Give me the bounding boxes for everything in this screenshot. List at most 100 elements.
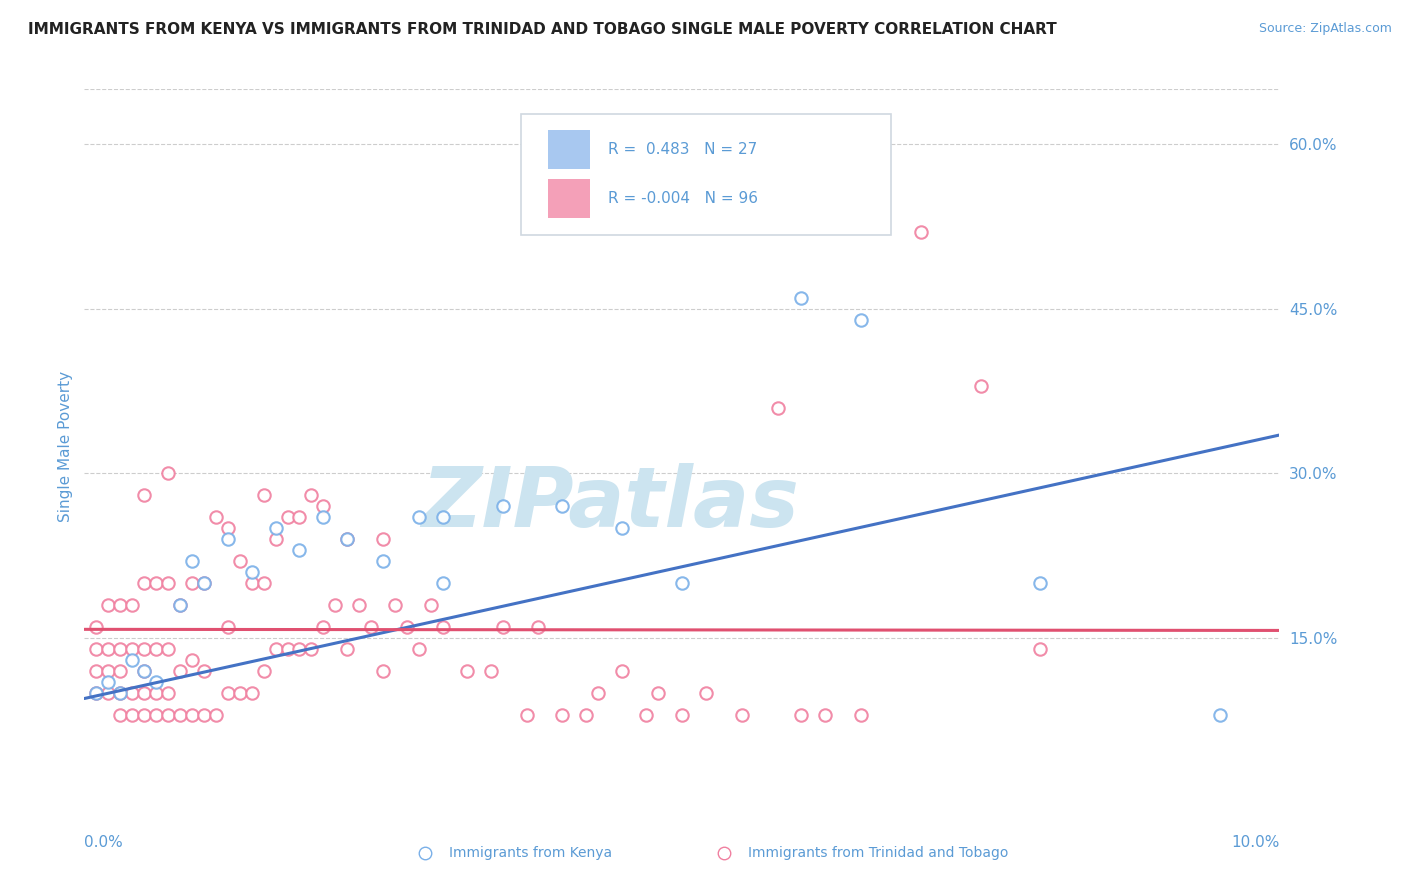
Point <box>312 500 335 514</box>
Point <box>408 642 430 657</box>
Text: IMMIGRANTS FROM KENYA VS IMMIGRANTS FROM TRINIDAD AND TOBAGO SINGLE MALE POVERTY: IMMIGRANTS FROM KENYA VS IMMIGRANTS FROM… <box>28 22 1057 37</box>
Point <box>86 664 108 678</box>
Point <box>551 500 574 514</box>
Point <box>132 488 156 502</box>
Point <box>636 708 658 723</box>
Point <box>110 686 132 700</box>
FancyBboxPatch shape <box>520 114 891 235</box>
Text: Immigrants from Trinidad and Tobago: Immigrants from Trinidad and Tobago <box>748 846 1008 860</box>
Point <box>420 598 443 612</box>
Point <box>910 225 932 239</box>
Point <box>253 488 276 502</box>
Point <box>264 521 287 535</box>
Point <box>371 664 394 678</box>
Point <box>145 576 167 591</box>
Point <box>301 488 323 502</box>
Point <box>240 686 263 700</box>
Point <box>588 686 610 700</box>
Point <box>432 620 454 634</box>
Point <box>647 686 669 700</box>
Point <box>86 686 108 700</box>
Point <box>432 576 454 591</box>
Point <box>145 686 167 700</box>
Point <box>849 312 872 326</box>
Point <box>86 642 108 657</box>
Point <box>132 686 156 700</box>
Point <box>276 510 298 524</box>
Point <box>169 708 191 723</box>
Point <box>121 642 143 657</box>
Point <box>228 554 252 568</box>
Point <box>301 642 323 657</box>
Point <box>145 675 167 690</box>
Point <box>110 686 132 700</box>
Point <box>515 708 537 723</box>
Point <box>132 576 156 591</box>
Point <box>671 708 693 723</box>
Point <box>336 533 359 547</box>
Text: ZIPatlas: ZIPatlas <box>422 463 799 543</box>
Point <box>396 620 419 634</box>
Point <box>193 576 215 591</box>
Text: Source: ZipAtlas.com: Source: ZipAtlas.com <box>1258 22 1392 36</box>
Point <box>132 642 156 657</box>
Point <box>110 708 132 723</box>
Point <box>766 401 789 415</box>
Point <box>97 675 120 690</box>
Point <box>217 620 239 634</box>
Point <box>610 664 633 678</box>
Point <box>193 576 215 591</box>
Point <box>86 686 108 700</box>
Text: R =  0.483   N = 27: R = 0.483 N = 27 <box>607 142 756 157</box>
Point <box>205 708 228 723</box>
Point <box>551 708 574 723</box>
Point <box>132 708 156 723</box>
Point <box>86 620 108 634</box>
Point <box>157 708 180 723</box>
Point <box>121 708 143 723</box>
FancyBboxPatch shape <box>548 179 591 219</box>
Point <box>492 620 515 634</box>
Point <box>97 664 120 678</box>
Point <box>180 576 202 591</box>
Point <box>264 533 287 547</box>
Text: 10.0%: 10.0% <box>1232 835 1279 850</box>
Point <box>323 598 347 612</box>
Point <box>145 708 167 723</box>
Point <box>157 576 180 591</box>
Text: R = -0.004   N = 96: R = -0.004 N = 96 <box>607 191 758 206</box>
Point <box>384 598 406 612</box>
Point <box>360 620 382 634</box>
Point <box>371 554 394 568</box>
Point <box>228 686 252 700</box>
Point <box>336 533 359 547</box>
Point <box>253 576 276 591</box>
Point <box>240 566 263 580</box>
Point <box>492 500 515 514</box>
Point <box>193 708 215 723</box>
Point <box>121 653 143 667</box>
Point <box>193 664 215 678</box>
Point <box>695 686 717 700</box>
Point <box>121 598 143 612</box>
Text: Immigrants from Kenya: Immigrants from Kenya <box>449 846 612 860</box>
Point <box>97 598 120 612</box>
Point <box>132 664 156 678</box>
Point <box>1029 642 1052 657</box>
Point <box>790 708 813 723</box>
Text: 0.0%: 0.0% <box>84 835 124 850</box>
Point <box>253 664 276 678</box>
Point <box>849 708 872 723</box>
Point <box>336 642 359 657</box>
Point <box>312 510 335 524</box>
Point <box>110 598 132 612</box>
Point <box>731 708 754 723</box>
Point <box>349 598 371 612</box>
Point <box>575 708 598 723</box>
FancyBboxPatch shape <box>548 130 591 169</box>
Point <box>814 708 837 723</box>
Point <box>145 642 167 657</box>
Point <box>97 642 120 657</box>
Point <box>671 576 693 591</box>
Point <box>180 554 202 568</box>
